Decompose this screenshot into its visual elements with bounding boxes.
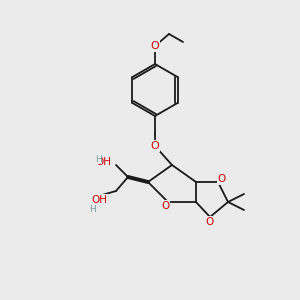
Text: O: O bbox=[151, 141, 159, 151]
Text: O: O bbox=[218, 174, 226, 184]
Text: O: O bbox=[161, 201, 169, 211]
Text: O: O bbox=[151, 41, 159, 51]
Text: OH: OH bbox=[91, 195, 107, 205]
Text: H: H bbox=[94, 154, 101, 164]
Text: OH: OH bbox=[95, 157, 111, 167]
Text: H: H bbox=[88, 205, 95, 214]
Text: O: O bbox=[206, 217, 214, 227]
